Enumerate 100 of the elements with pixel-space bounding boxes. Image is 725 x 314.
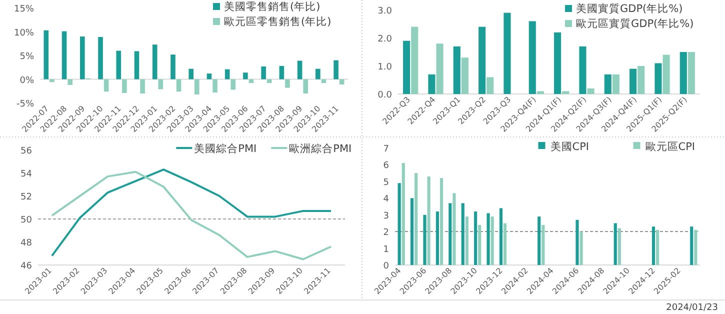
bar	[428, 74, 436, 94]
y-tick-label: 4	[383, 194, 390, 205]
y-tick-label: 56	[20, 146, 32, 156]
y-tick-label: -5%	[16, 100, 34, 110]
bar	[266, 79, 272, 84]
bar	[423, 214, 426, 265]
bar	[297, 60, 302, 80]
y-tick-label: 0	[383, 262, 390, 272]
bar	[230, 79, 236, 90]
bar	[638, 66, 645, 94]
bar	[402, 163, 405, 265]
bar	[587, 88, 594, 94]
bar	[68, 79, 72, 85]
y-tick-label: 10%	[14, 28, 34, 38]
bar	[285, 79, 290, 88]
legend-label: 歐元區CPI	[645, 141, 696, 153]
bar	[334, 60, 338, 80]
bar	[410, 198, 414, 265]
bar	[212, 79, 218, 93]
bar	[44, 30, 49, 80]
bar	[414, 173, 418, 265]
y-tick-label: 5%	[20, 52, 34, 62]
bar	[158, 79, 164, 90]
y-tick-label: 52	[20, 192, 32, 202]
bar	[486, 77, 494, 94]
y-tick-label: 0%	[20, 76, 34, 86]
bar	[656, 230, 660, 265]
bar	[579, 46, 586, 94]
bar	[662, 54, 670, 94]
y-tick-label: 54	[20, 170, 32, 180]
y-tick-label: 7	[383, 144, 389, 154]
bar	[576, 220, 579, 265]
bar	[243, 72, 248, 80]
y-tick-label: 15%	[14, 4, 34, 14]
legend-label: 歐洲綜合PMI	[289, 142, 352, 155]
bar	[176, 79, 182, 92]
bar	[604, 74, 612, 94]
bar	[680, 52, 687, 94]
y-tick-label: 6	[383, 161, 390, 172]
y-tick-label: 2	[383, 228, 389, 238]
bar	[436, 44, 444, 94]
bar	[403, 40, 410, 94]
bar	[152, 44, 158, 80]
bar	[688, 52, 695, 94]
bar	[398, 183, 401, 265]
y-tick-label: 1	[383, 244, 389, 255]
legend-label: 美國綜合PMI	[194, 142, 257, 155]
bar	[562, 91, 570, 94]
bar	[303, 79, 308, 94]
bar	[528, 21, 536, 94]
bar	[104, 79, 109, 92]
y-tick-label: 3.0	[378, 6, 392, 16]
legend-label: 美國CPI	[550, 140, 590, 153]
bar	[614, 223, 617, 265]
bar	[188, 68, 194, 80]
bar	[427, 176, 430, 265]
bar	[316, 68, 320, 80]
bar	[224, 69, 230, 80]
bar	[98, 36, 103, 80]
bar	[478, 224, 482, 265]
bar	[62, 31, 67, 80]
bar	[690, 226, 694, 265]
bar	[436, 212, 439, 265]
bar	[170, 54, 176, 80]
bar	[478, 26, 486, 94]
bar	[654, 63, 662, 94]
bar	[504, 223, 507, 265]
bar	[612, 74, 620, 94]
bar	[440, 178, 444, 265]
bar	[618, 228, 621, 265]
bar	[339, 79, 344, 84]
bar	[542, 224, 545, 265]
bar	[134, 51, 140, 80]
y-tick-label: 1.0	[378, 62, 392, 72]
y-tick-label: 50	[20, 216, 32, 226]
bar	[261, 66, 266, 80]
bar	[453, 46, 460, 94]
bar	[461, 203, 464, 265]
bar	[474, 212, 478, 265]
bar	[486, 213, 490, 265]
y-tick-label: 2.0	[378, 34, 392, 44]
legend-label: 歐元區實質GDP(年比%)	[576, 17, 694, 30]
bar	[279, 66, 284, 80]
bar	[694, 230, 698, 265]
y-tick-label: 0.0	[378, 90, 392, 100]
bar	[554, 32, 562, 94]
bar	[490, 216, 494, 265]
legend-label: 美國零售銷售(年比)	[224, 0, 320, 13]
bar	[140, 79, 145, 94]
legend-label: 歐元區零售銷售(年比)	[224, 15, 332, 28]
bar	[499, 208, 503, 265]
text: 2024/01/23	[666, 303, 718, 313]
bar	[504, 12, 511, 94]
bar	[50, 79, 54, 82]
y-tick-label: 3	[383, 211, 389, 222]
bar	[580, 232, 583, 265]
y-tick-label: 48	[20, 238, 32, 248]
bar	[206, 74, 212, 80]
bar	[461, 58, 468, 94]
bar	[652, 226, 656, 265]
